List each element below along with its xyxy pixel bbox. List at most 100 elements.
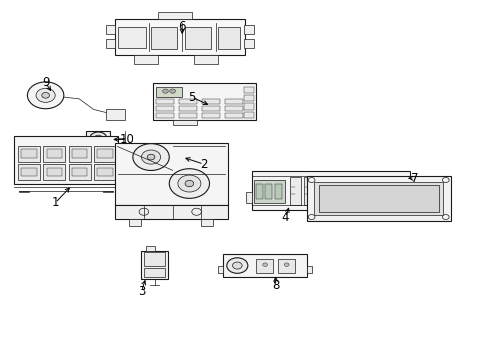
Bar (156, 99, 174, 104)
Text: 9: 9 (42, 76, 49, 90)
Text: 6: 6 (178, 20, 185, 33)
Bar (224, 99, 243, 104)
Bar (105, 25, 115, 33)
Bar (115, 205, 227, 219)
Bar (245, 192, 251, 203)
Bar (151, 27, 177, 49)
Bar (105, 39, 115, 48)
Bar (86, 131, 110, 147)
Bar (179, 105, 197, 111)
Circle shape (178, 175, 201, 192)
Bar (218, 266, 223, 274)
Text: 1: 1 (51, 197, 59, 210)
Bar (141, 251, 167, 279)
Bar (105, 109, 124, 120)
Bar (97, 149, 112, 158)
Bar (129, 219, 141, 226)
Circle shape (284, 263, 288, 266)
Bar (202, 113, 220, 118)
Bar (318, 185, 438, 212)
Circle shape (89, 132, 107, 145)
Bar (224, 105, 243, 111)
Circle shape (169, 89, 175, 93)
Bar (156, 86, 182, 97)
Circle shape (162, 89, 168, 93)
Text: 7: 7 (410, 172, 418, 185)
Bar (202, 99, 220, 104)
Bar (179, 99, 197, 104)
Bar (172, 120, 196, 125)
Bar (194, 55, 218, 64)
Bar (72, 168, 87, 176)
Bar (274, 184, 281, 199)
Bar (143, 252, 165, 266)
Bar (289, 177, 300, 205)
Bar (244, 25, 254, 33)
Bar (158, 13, 191, 19)
Bar (373, 177, 383, 205)
Bar (345, 177, 355, 205)
Bar (201, 219, 213, 226)
Circle shape (139, 208, 148, 215)
Bar (306, 176, 449, 221)
Bar (143, 268, 165, 277)
Bar (21, 149, 37, 158)
Bar (255, 184, 262, 199)
Bar (146, 246, 155, 251)
Circle shape (262, 263, 267, 266)
Bar (18, 164, 40, 180)
Bar (68, 164, 90, 180)
Bar (46, 149, 62, 158)
Circle shape (41, 93, 49, 98)
Circle shape (27, 82, 64, 109)
Bar (386, 177, 397, 205)
Text: 10: 10 (120, 133, 134, 146)
Bar (184, 27, 210, 49)
Bar (244, 112, 254, 118)
Bar (409, 192, 415, 203)
Text: 4: 4 (281, 211, 288, 224)
Bar (117, 27, 146, 48)
Bar (68, 146, 90, 162)
Bar (134, 55, 158, 64)
Bar (223, 254, 306, 277)
Bar (251, 171, 409, 210)
Bar (15, 136, 117, 184)
Bar (94, 164, 116, 180)
Circle shape (133, 144, 169, 171)
Bar (97, 168, 112, 176)
Bar (153, 83, 256, 120)
Bar (179, 113, 197, 118)
Circle shape (442, 177, 448, 183)
Text: 2: 2 (200, 158, 207, 171)
Bar (103, 190, 112, 192)
Bar (19, 190, 29, 192)
Bar (218, 27, 239, 49)
Circle shape (191, 208, 201, 215)
Bar (43, 146, 65, 162)
Bar (224, 113, 243, 118)
Circle shape (94, 135, 102, 141)
Circle shape (232, 262, 242, 269)
Circle shape (307, 215, 314, 220)
Text: 8: 8 (271, 279, 279, 292)
Circle shape (184, 180, 193, 187)
Circle shape (442, 215, 448, 220)
Bar (278, 259, 294, 274)
Circle shape (169, 169, 209, 198)
Bar (331, 177, 342, 205)
Bar (21, 168, 37, 176)
Bar (94, 146, 116, 162)
Bar (156, 113, 174, 118)
Bar (244, 39, 254, 48)
Bar (256, 259, 273, 274)
Bar (244, 103, 254, 110)
Text: 5: 5 (188, 91, 195, 104)
Text: 3: 3 (138, 285, 145, 298)
Bar (156, 105, 174, 111)
Circle shape (307, 177, 314, 183)
Bar (115, 143, 227, 205)
Bar (115, 19, 244, 55)
Bar (46, 168, 62, 176)
Bar (43, 164, 65, 180)
